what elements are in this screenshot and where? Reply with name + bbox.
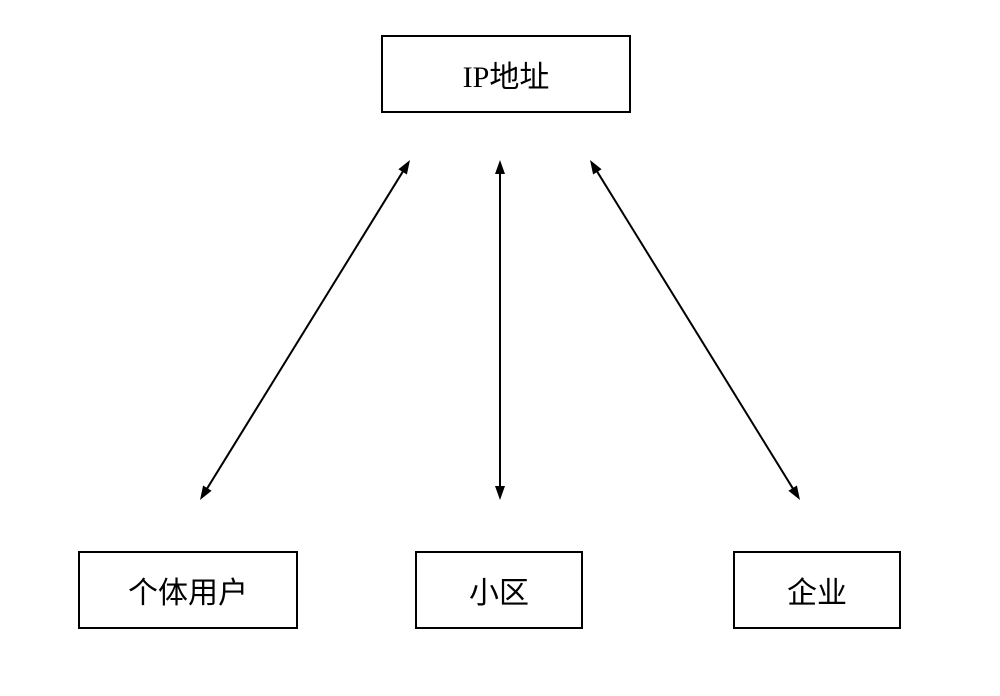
node-top-label: IP地址 (463, 52, 550, 96)
node-right-label: 企业 (787, 568, 847, 612)
node-middle: 小区 (415, 551, 583, 629)
node-left-label: 个体用户 (128, 568, 248, 612)
node-right: 企业 (733, 551, 901, 629)
node-left: 个体用户 (78, 551, 298, 629)
node-top: IP地址 (381, 35, 631, 113)
node-middle-label: 小区 (469, 568, 529, 612)
